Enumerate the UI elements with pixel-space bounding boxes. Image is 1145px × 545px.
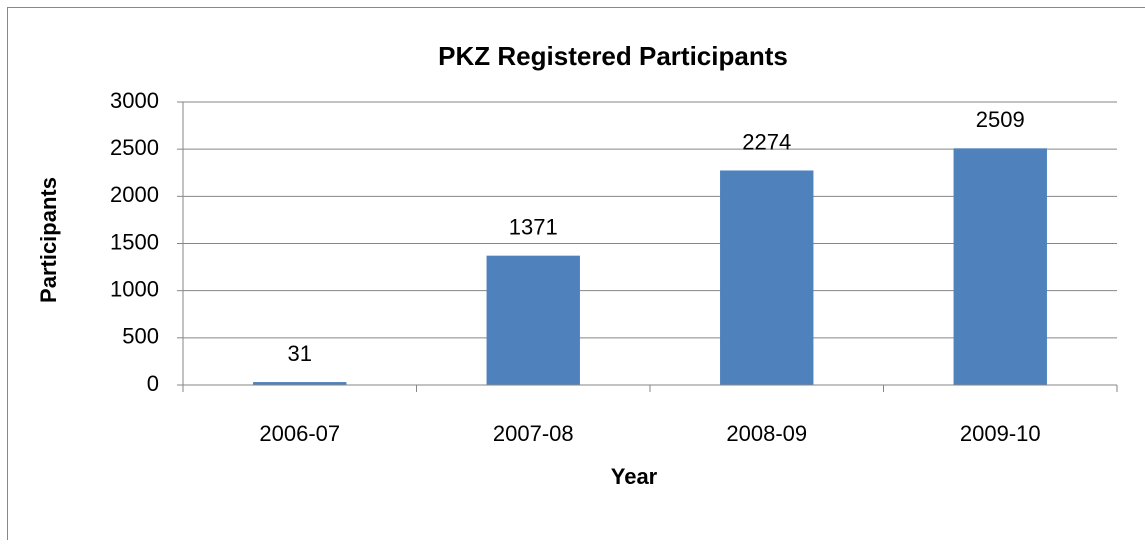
- bar: [487, 256, 580, 385]
- data-label: 2274: [742, 129, 791, 154]
- y-tick-label: 1500: [110, 229, 159, 254]
- data-label: 2509: [976, 107, 1025, 132]
- x-tick-label: 2009-10: [960, 421, 1041, 446]
- y-tick-label: 1000: [110, 276, 159, 301]
- x-tick-label: 2008-09: [726, 421, 807, 446]
- y-tick-label: 2500: [110, 135, 159, 160]
- chart-title: PKZ Registered Participants: [438, 41, 788, 71]
- y-tick-label: 500: [122, 324, 159, 349]
- x-tick-label: 2007-08: [493, 421, 574, 446]
- y-tick-label: 2000: [110, 182, 159, 207]
- bar: [954, 148, 1047, 385]
- data-label: 31: [288, 341, 312, 366]
- bar: [720, 170, 813, 385]
- y-tick-label: 0: [147, 371, 159, 396]
- x-axis-title: Year: [611, 464, 658, 489]
- data-label: 1371: [509, 214, 558, 239]
- y-tick-label: 3000: [110, 88, 159, 113]
- x-tick-label: 2006-07: [259, 421, 340, 446]
- y-axis-title: Participants: [36, 177, 61, 303]
